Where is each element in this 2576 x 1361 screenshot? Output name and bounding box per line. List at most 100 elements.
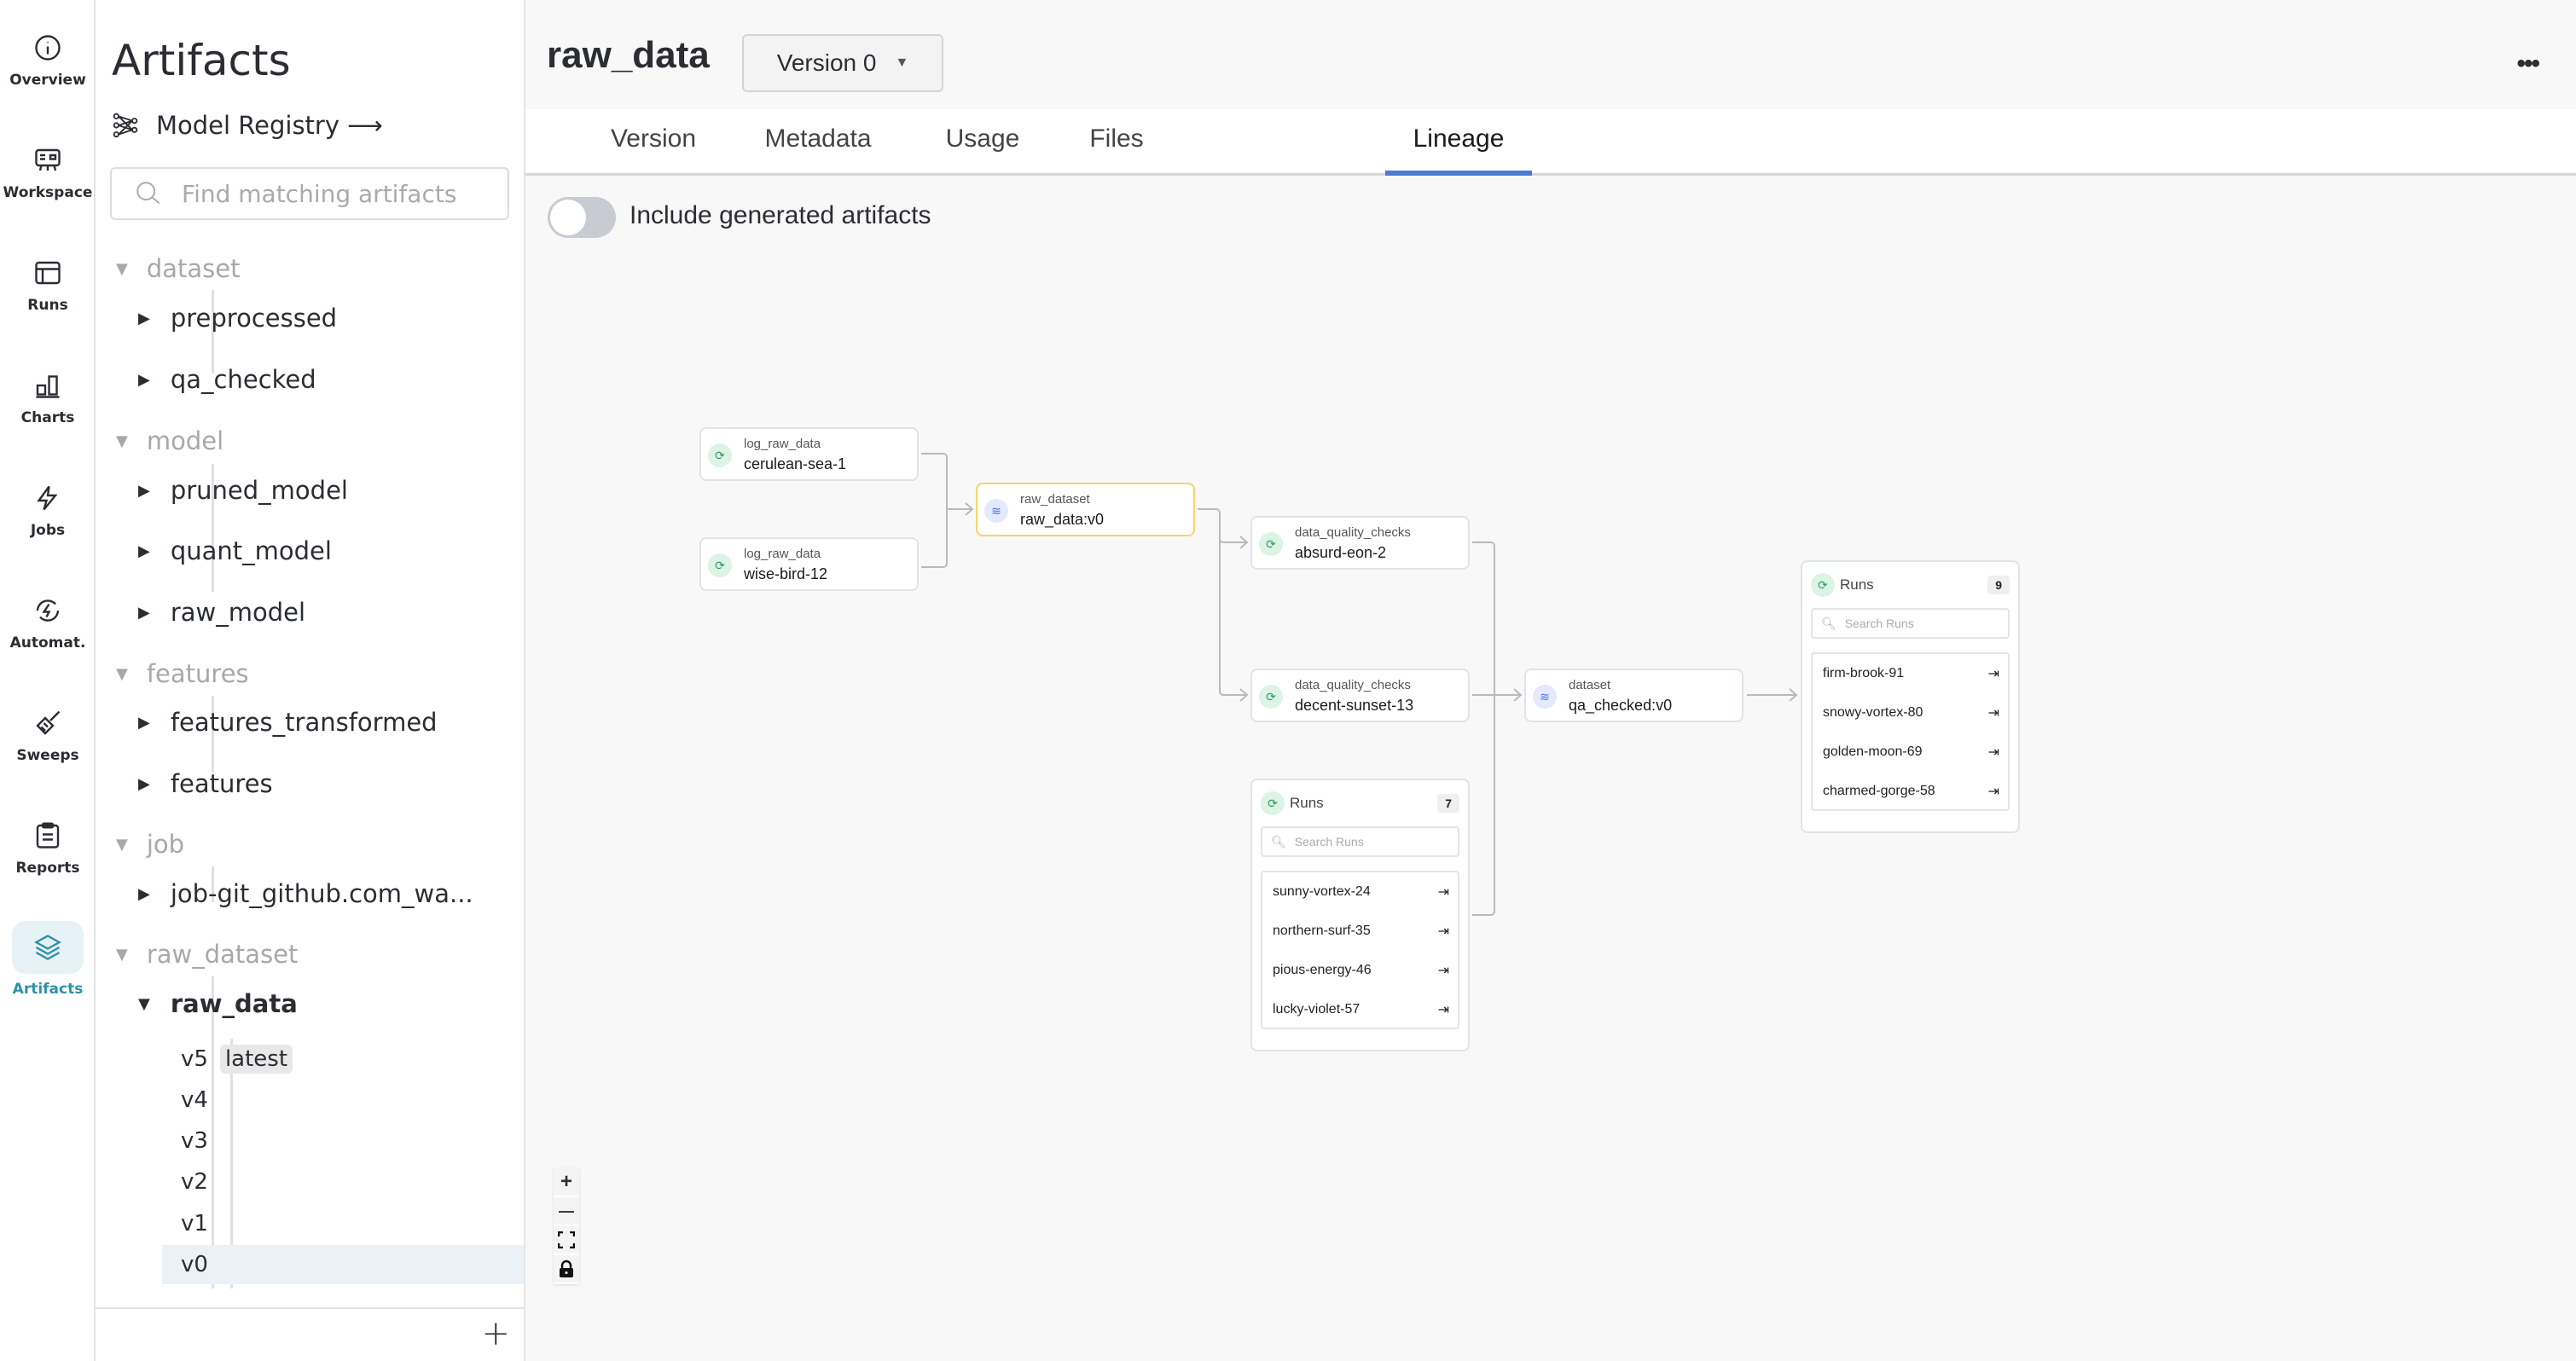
search-runs-input[interactable]: 🔍︎ Search Runs — [1261, 826, 1459, 857]
run-list-item[interactable]: charmed-gorge-58 ⇥ — [1813, 772, 2008, 811]
open-run-icon[interactable]: ⇥ — [1987, 706, 1999, 721]
open-run-icon[interactable]: ⇥ — [1437, 924, 1449, 939]
open-run-icon[interactable]: ⇥ — [1987, 667, 1999, 681]
run-name: sunny-vortex-24 — [1273, 884, 1371, 899]
info-icon — [35, 35, 61, 61]
run-node-decent-sunset-13[interactable]: ⟳ data_quality_checks decent-sunset-13 — [1250, 669, 1470, 722]
artifact-node-raw-data[interactable]: ≋ raw_dataset raw_data:v0 — [976, 483, 1195, 536]
run-list-item[interactable]: sunny-vortex-24 ⇥ — [1262, 872, 1458, 912]
tab-version[interactable]: Version — [610, 125, 697, 153]
lock-button[interactable] — [554, 1255, 579, 1284]
run-node-absurd-eon-2[interactable]: ⟳ data_quality_checks absurd-eon-2 — [1250, 516, 1470, 570]
version-item[interactable]: v5 latest — [162, 1040, 524, 1079]
version-item[interactable]: v4 — [162, 1080, 524, 1120]
open-run-icon[interactable]: ⇥ — [1987, 785, 1999, 799]
zoom-in-button[interactable]: + — [554, 1168, 579, 1197]
caret-right-icon: ▶ — [138, 309, 150, 327]
run-icon: ⟳ — [708, 553, 732, 577]
group-job[interactable]: ▼ job — [116, 830, 184, 859]
version-item[interactable]: v1 — [162, 1204, 524, 1243]
run-list-item[interactable]: snowy-vortex-80 ⇥ — [1813, 693, 2008, 733]
rail-item-automations[interactable]: Automat. — [0, 595, 96, 652]
artifacts-sidebar: Artifacts Model Registry ⟶ Find matching… — [96, 0, 525, 1361]
node-type: raw_dataset — [1020, 492, 1090, 507]
version-item[interactable]: v2 — [162, 1162, 524, 1202]
run-list-item[interactable]: golden-moon-69 ⇥ — [1813, 733, 2008, 772]
search-icon: 🔍︎ — [1821, 616, 1836, 630]
group-model[interactable]: ▼ model — [116, 426, 223, 455]
tree-item-label: raw_model — [170, 598, 306, 627]
artifact-node-qa-checked[interactable]: ≋ dataset qa_checked:v0 — [1524, 669, 1743, 722]
run-list-item[interactable]: northern-surf-35 ⇥ — [1262, 912, 1458, 951]
run-name: lucky-violet-57 — [1273, 1002, 1361, 1016]
tree-guide — [212, 976, 214, 1289]
version-select[interactable]: Version 0 ▼ — [742, 34, 943, 92]
zoom-out-button[interactable]: — — [554, 1197, 579, 1226]
tree-item[interactable]: ▶ job-git_github.com_wa... — [138, 879, 473, 908]
graph-controls: + — — [554, 1168, 579, 1284]
version-select-value: Version 0 — [776, 49, 877, 76]
open-run-icon[interactable]: ⇥ — [1437, 885, 1449, 900]
fit-view-button[interactable] — [554, 1226, 579, 1255]
tree-item[interactable]: ▶ raw_model — [138, 598, 305, 627]
version-item[interactable]: v3 — [162, 1121, 524, 1161]
version-item-selected[interactable]: v0 — [162, 1245, 524, 1284]
rail-item-runs[interactable]: Runs — [0, 258, 96, 314]
tab-files[interactable]: Files — [1089, 125, 1144, 153]
run-list-item[interactable]: pious-energy-46 ⇥ — [1262, 951, 1458, 990]
run-node-cerulean-sea-1[interactable]: ⟳ log_raw_data cerulean-sea-1 — [699, 427, 919, 481]
group-features[interactable]: ▼ features — [116, 659, 249, 688]
tree-item-label: qa_checked — [170, 365, 316, 394]
run-icon: ⟳ — [708, 443, 732, 467]
tree-item[interactable]: ▶ pruned_model — [138, 476, 348, 505]
run-list-item[interactable]: lucky-violet-57 ⇥ — [1262, 990, 1458, 1029]
tree-item[interactable]: ▶ qa_checked — [138, 365, 316, 394]
rail-label: Jobs — [30, 522, 66, 539]
tree-item-label: pruned_model — [170, 476, 348, 505]
more-options-icon[interactable]: ••• — [2516, 49, 2539, 78]
tab-metadata[interactable]: Metadata — [764, 125, 872, 153]
rail-item-sweeps[interactable]: Sweeps — [0, 708, 96, 764]
tree-item-raw-data[interactable]: ▼ raw_data — [138, 989, 298, 1018]
group-raw-dataset[interactable]: ▼ raw_dataset — [116, 940, 298, 969]
group-label: dataset — [146, 254, 241, 283]
tree-item[interactable]: ▶ features — [138, 769, 273, 798]
tree-guide — [212, 866, 214, 902]
tab-bar: Version Metadata Usage Files Lineage — [525, 109, 2576, 176]
runs-list: firm-brook-91 ⇥ snowy-vortex-80 ⇥ golden-m… — [1811, 652, 2010, 811]
add-icon[interactable]: + — [481, 1314, 510, 1353]
group-label: features — [146, 659, 249, 688]
artifact-search-input[interactable]: Find matching artifacts — [110, 167, 509, 220]
search-icon: 🔍︎ — [1271, 834, 1286, 848]
tab-lineage[interactable]: Lineage — [1385, 125, 1532, 176]
tree-item[interactable]: ▶ preprocessed — [138, 304, 337, 333]
rail-item-workspace[interactable]: Workspace — [0, 145, 96, 201]
search-runs-input[interactable]: 🔍︎ Search Runs — [1811, 608, 2010, 639]
rail-label: Overview — [9, 72, 86, 89]
tree-item-label: features — [170, 769, 273, 798]
runs-group-node[interactable]: ⟳ Runs 9 🔍︎ Search Runs firm-brook-91 ⇥ snow… — [1801, 560, 2020, 833]
tab-usage[interactable]: Usage — [945, 125, 1020, 153]
open-run-icon[interactable]: ⇥ — [1437, 964, 1449, 978]
rail-item-charts[interactable]: Charts — [0, 370, 96, 426]
run-list-item[interactable]: firm-brook-91 ⇥ — [1813, 654, 2008, 693]
include-generated-toggle[interactable] — [548, 197, 616, 238]
group-dataset[interactable]: ▼ dataset — [116, 254, 241, 283]
rail-item-jobs[interactable]: Jobs — [0, 483, 96, 539]
rail-item-artifacts[interactable]: Artifacts — [0, 921, 96, 998]
tree-item[interactable]: ▶ features_transformed — [138, 708, 438, 737]
page-header: raw_data Version 0 ▼ ••• — [525, 0, 2576, 109]
run-node-wise-bird-12[interactable]: ⟳ log_raw_data wise-bird-12 — [699, 537, 919, 591]
model-registry-link[interactable]: Model Registry ⟶ — [112, 111, 383, 140]
version-label: v4 — [181, 1087, 208, 1113]
rail-item-reports[interactable]: Reports — [0, 820, 96, 877]
version-label: v1 — [181, 1211, 208, 1236]
runs-group-node[interactable]: ⟳ Runs 7 🔍︎ Search Runs sunny-vortex-24 ⇥ no… — [1250, 779, 1470, 1051]
open-run-icon[interactable]: ⇥ — [1987, 745, 1999, 760]
rail-label: Charts — [20, 409, 75, 426]
workspace-icon — [35, 148, 61, 171]
tree-item[interactable]: ▶ quant_model — [138, 536, 332, 565]
open-run-icon[interactable]: ⇥ — [1437, 1003, 1449, 1017]
rail-item-overview[interactable]: Overview — [0, 32, 96, 89]
